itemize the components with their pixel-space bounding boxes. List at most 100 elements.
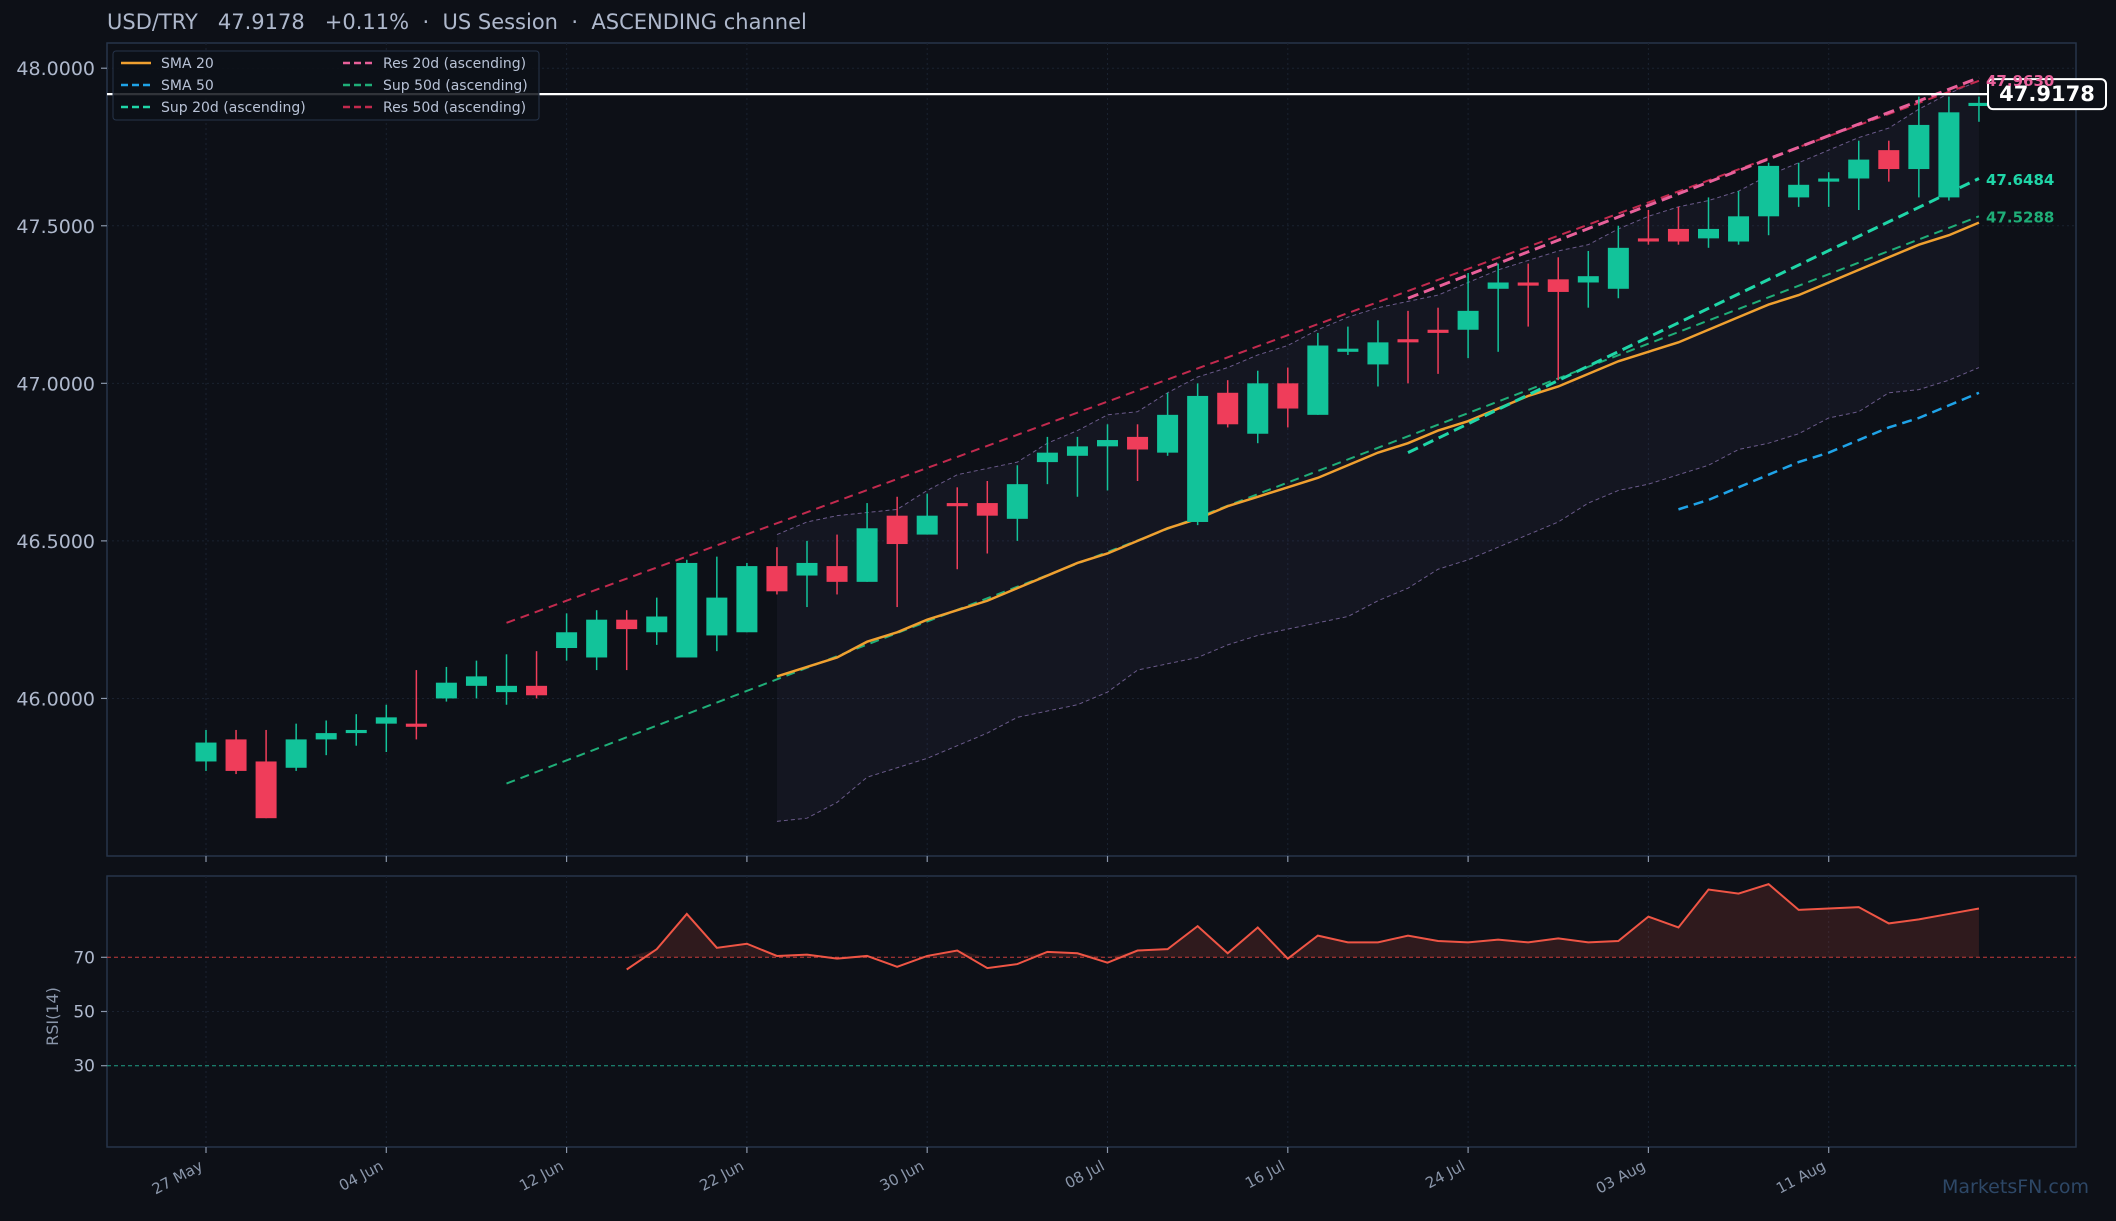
- candle-body: [886, 515, 908, 545]
- candle-body: [1066, 446, 1088, 456]
- candle-body: [1788, 184, 1810, 198]
- candle-body: [255, 761, 277, 819]
- candle-body: [435, 682, 457, 699]
- legend: SMA 20 SMA 50 Sup 20d (ascending) Res 20d (…: [112, 50, 540, 121]
- rsi-overbought-fill: [626, 884, 1979, 958]
- candle-body: [1097, 440, 1118, 447]
- symbol-label: USD/TRY: [107, 10, 198, 34]
- level-label: 47.5288: [1986, 209, 2054, 227]
- candle-body: [285, 739, 307, 768]
- candle-body: [1667, 228, 1689, 242]
- candle-body: [496, 685, 517, 693]
- level-label: 47.9630: [1986, 72, 2054, 90]
- candle-body: [1187, 395, 1209, 522]
- candle-body: [195, 742, 217, 762]
- candle-body: [1908, 124, 1930, 170]
- candle-body: [646, 616, 668, 633]
- sma50-line: [1678, 391, 1980, 511]
- candle-body: [1968, 102, 1990, 107]
- candle-body: [465, 676, 487, 686]
- header-separator: ·: [571, 10, 579, 34]
- rsi-y-tick-label: 30: [73, 1057, 95, 1077]
- rsi-axis-label: RSI(14): [43, 987, 62, 1046]
- y-tick-label: 48.0000: [16, 58, 95, 80]
- header-separator: ·: [422, 10, 430, 34]
- y-tick-label: 47.5000: [16, 216, 95, 238]
- candle-body: [676, 562, 698, 658]
- x-tick-label: 27 May: [149, 1157, 206, 1199]
- sup50-line: [506, 215, 1980, 785]
- legend-label: Res 20d (ascending): [383, 56, 526, 72]
- legend-label: SMA 20: [161, 56, 214, 72]
- candle-body: [1577, 276, 1599, 283]
- candle-body: [1277, 383, 1299, 409]
- candle-body: [766, 566, 788, 592]
- candle-body: [706, 597, 728, 636]
- legend-label: SMA 50: [161, 78, 214, 94]
- legend-label: Sup 20d (ascending): [161, 100, 306, 116]
- candle-body: [1036, 452, 1058, 463]
- level-label: 47.6484: [1986, 171, 2054, 189]
- candle-body: [345, 729, 367, 734]
- rsi-y-tick-label: 70: [73, 948, 95, 968]
- legend-box: [112, 50, 540, 121]
- change-label: +0.11%: [324, 10, 410, 34]
- bollinger-lower-line: [776, 367, 1980, 822]
- candle-body: [1848, 159, 1870, 179]
- sup20-line: [1407, 177, 1980, 455]
- candle-body: [1247, 383, 1269, 434]
- candle-body: [1728, 216, 1750, 242]
- candle-body: [1547, 279, 1569, 292]
- candle-body: [1367, 342, 1389, 365]
- x-tick-label: 22 Jun: [697, 1157, 747, 1195]
- rsi-line: [626, 883, 1980, 971]
- candle-body: [1337, 348, 1359, 352]
- candle-body: [315, 733, 337, 740]
- legend-label: Res 50d (ascending): [383, 100, 526, 116]
- candle-body: [1878, 150, 1900, 170]
- x-tick-label: 03 Aug: [1593, 1157, 1648, 1198]
- y-tick-label: 47.0000: [16, 373, 95, 395]
- candle-body: [1457, 310, 1479, 330]
- session-label: US Session: [442, 10, 558, 34]
- candle-body: [1427, 329, 1449, 333]
- x-tick-label: 16 Jul: [1242, 1157, 1287, 1193]
- candle-body: [1397, 339, 1419, 343]
- bollinger-upper-line: [776, 80, 1980, 536]
- current-price-tag: [1987, 78, 2107, 111]
- candle-body: [916, 515, 938, 535]
- price-panel: [106, 42, 2077, 857]
- x-tick-label: 11 Aug: [1773, 1157, 1828, 1198]
- candle-body: [946, 503, 968, 507]
- x-tick-label: 30 Jun: [877, 1157, 927, 1195]
- candle-body: [586, 619, 608, 658]
- candle-body: [1307, 345, 1329, 415]
- candle-body: [375, 717, 397, 724]
- price-label: 47.9178: [217, 10, 305, 34]
- candle-body: [225, 739, 247, 771]
- candle-body: [556, 632, 578, 649]
- legend-label: Sup 50d (ascending): [383, 78, 528, 94]
- y-tick-label: 46.5000: [16, 531, 95, 553]
- candle-body: [616, 619, 638, 630]
- candle-body: [1758, 165, 1780, 217]
- sma20-line: [776, 221, 1980, 678]
- candle-body: [826, 566, 848, 582]
- x-tick-label: 04 Jun: [336, 1157, 386, 1195]
- candle-body: [1127, 436, 1149, 450]
- channel-label: ASCENDING channel: [591, 10, 807, 34]
- candle-body: [1698, 228, 1719, 239]
- candle-body: [1607, 247, 1629, 289]
- candle-body: [856, 528, 878, 582]
- chart-header: USD/TRY 47.9178 +0.11% · US Session · AS…: [107, 10, 807, 34]
- current-price-label: 47.9178: [1999, 82, 2095, 106]
- candle-body: [736, 566, 758, 633]
- candle-body: [796, 562, 818, 576]
- rsi-y-tick-label: 50: [73, 1003, 95, 1023]
- candle-body: [1637, 238, 1659, 242]
- candle-body: [405, 723, 427, 727]
- res20-line: [1407, 76, 1980, 300]
- candle-body: [1006, 484, 1028, 519]
